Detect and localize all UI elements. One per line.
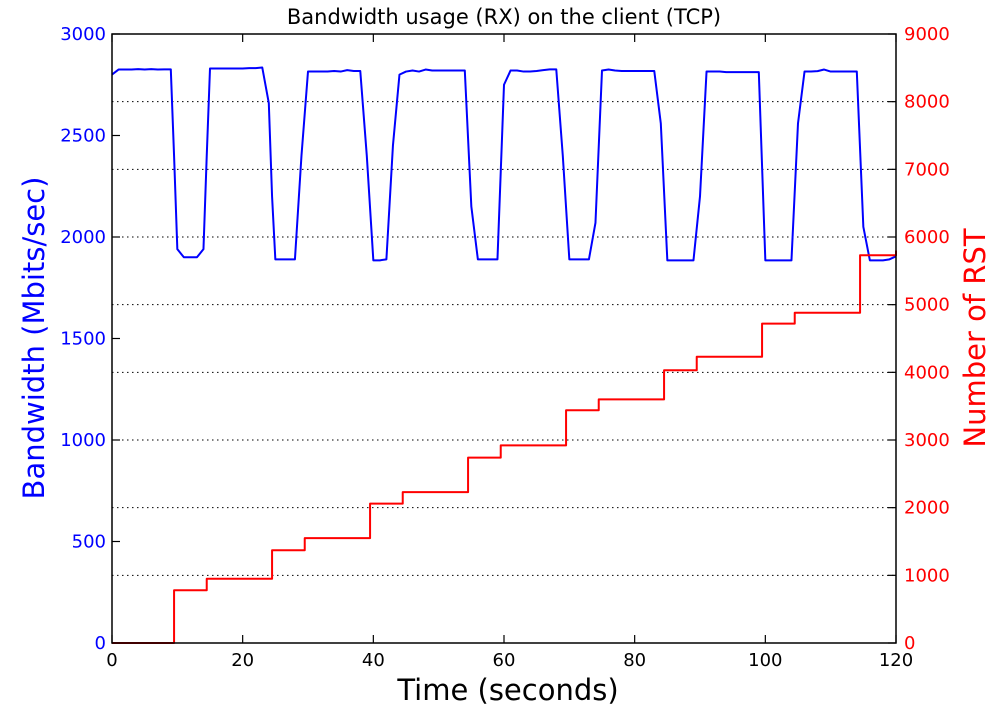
x-tick-label: 100: [748, 650, 782, 671]
y-right-tick-label: 0: [904, 633, 915, 654]
x-tick-label: 40: [362, 650, 385, 671]
y-left-tick-label: 500: [72, 532, 106, 553]
grid-lines: [112, 101, 896, 576]
x-tick-label: 80: [623, 650, 646, 671]
y-left-tick-label: 2000: [60, 227, 106, 248]
y-right-tick-label: 6000: [904, 227, 950, 248]
x-tick-label: 120: [879, 650, 913, 671]
y-left-tick-label: 2500: [60, 126, 106, 147]
y-right-tick-label: 5000: [904, 295, 950, 316]
chart-title: Bandwidth usage (RX) on the client (TCP): [287, 5, 721, 29]
y-right-tick-label: 1000: [904, 565, 950, 586]
y-right-tick-label: 9000: [904, 24, 950, 45]
bandwidth-series: [111, 66, 897, 262]
y-left-tick-label: 1500: [60, 329, 106, 350]
x-tick-label: 0: [106, 650, 117, 671]
x-tick-label: 20: [231, 650, 254, 671]
y-left-tick-label: 3000: [60, 24, 106, 45]
plot-frame: [111, 33, 897, 644]
y-right-tick-label: 7000: [904, 159, 950, 180]
rst-series: [112, 250, 897, 644]
y-left-tick-label: 1000: [60, 430, 106, 451]
x-axis-label: Time (seconds): [396, 673, 618, 707]
axes: 0 20 40 60 80 100 1200500100015002000250030000…: [60, 24, 950, 671]
y-right-tick-label: 8000: [904, 92, 950, 113]
rst-step-line: [112, 250, 897, 644]
y-right-tick-label: 3000: [904, 430, 950, 451]
x-tick-label: 60: [493, 650, 516, 671]
y-right-tick-label: 2000: [904, 498, 950, 519]
y-right-tick-label: 4000: [904, 362, 950, 383]
bandwidth-line: [111, 66, 897, 262]
y-axis-label-right: Number of RST: [958, 228, 992, 447]
y-axis-label-left: Bandwidth (Mbits/sec): [17, 177, 51, 500]
y-left-tick-label: 0: [95, 633, 106, 654]
